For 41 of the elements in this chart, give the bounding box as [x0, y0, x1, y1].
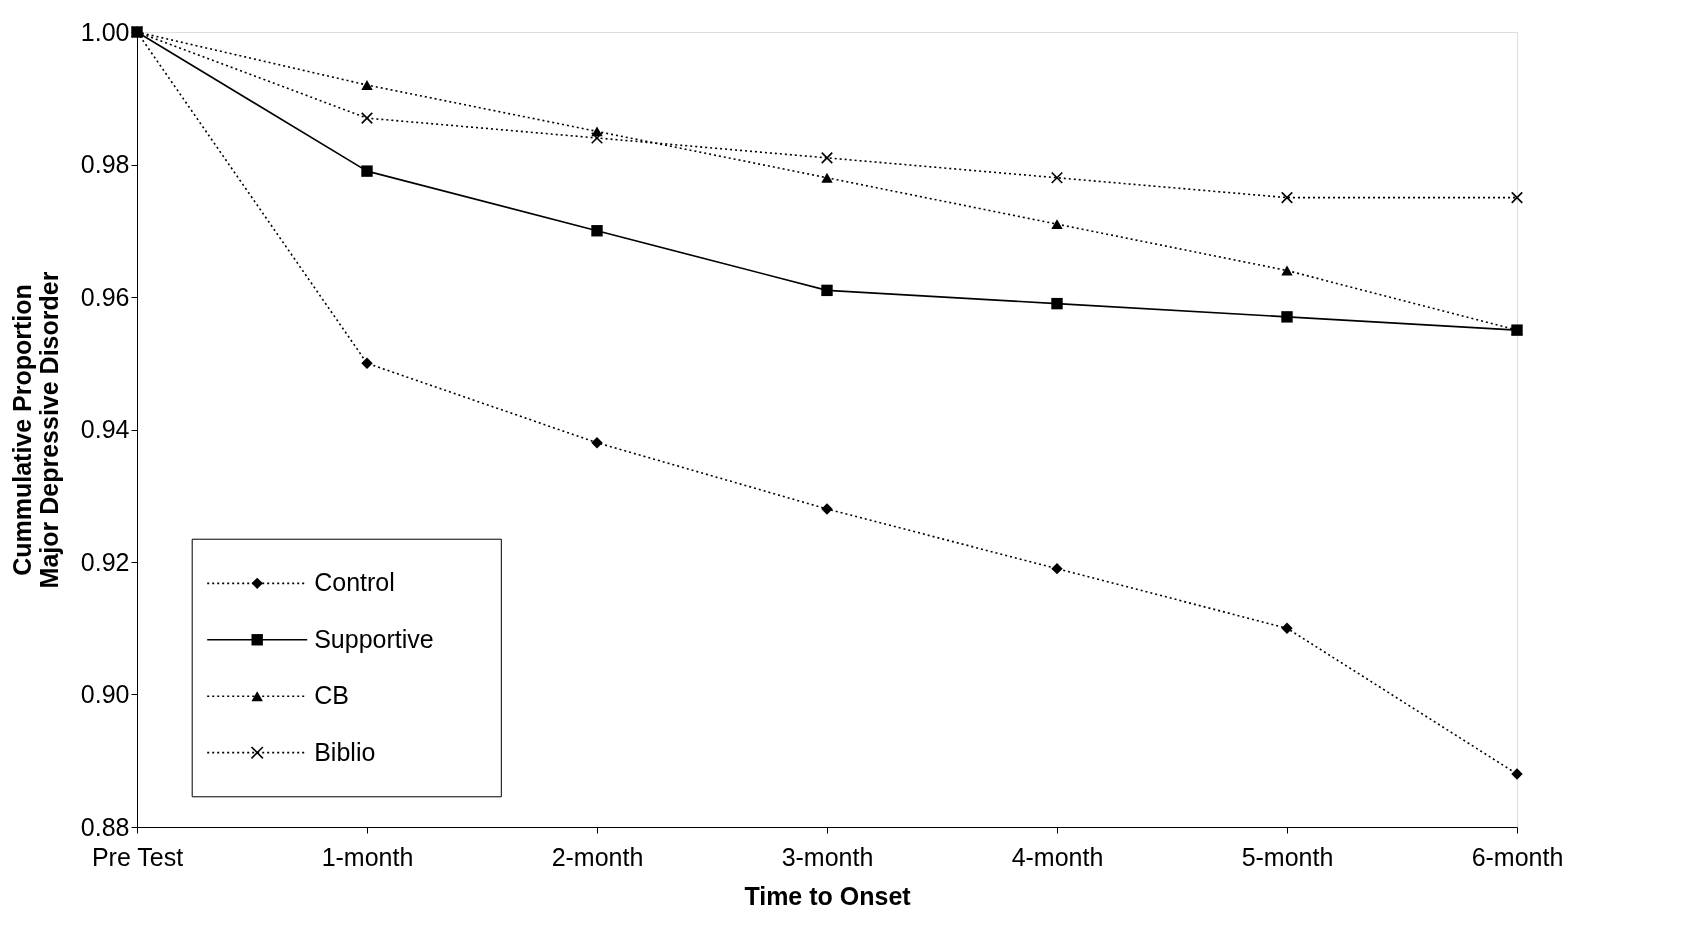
- point: [1281, 265, 1293, 276]
- x-tick-label: 5-month: [1241, 842, 1334, 871]
- y-tick-label: 0.96: [80, 282, 130, 311]
- y-tick-label: 1.00: [80, 17, 130, 46]
- point: [1281, 622, 1293, 634]
- point: [591, 225, 603, 237]
- point: [1051, 297, 1063, 310]
- point: [361, 357, 373, 369]
- point: [590, 131, 604, 145]
- legend-label: CB: [314, 681, 349, 710]
- y-tick-label: 0.90: [80, 680, 130, 708]
- x-tick-label: 2-month: [551, 842, 644, 871]
- legend-label: Control: [314, 568, 395, 597]
- point: [1280, 191, 1294, 204]
- point: [1050, 171, 1064, 184]
- point: [821, 503, 833, 515]
- point: [820, 151, 834, 164]
- point: [1051, 562, 1063, 575]
- point: [361, 80, 373, 90]
- y-axis-title: Cummulative Proportion Major Depressive Disorder: [7, 271, 63, 589]
- y-tick-label: 0.88: [80, 812, 130, 841]
- x-tick-label: Pre Test: [91, 842, 184, 871]
- point: [1510, 191, 1524, 204]
- y-tick-label: 0.98: [80, 150, 130, 178]
- point: [821, 172, 833, 183]
- x-tick-label: 6-month: [1471, 842, 1564, 871]
- x-axis-title: Time to Onset: [744, 881, 912, 910]
- point: [1511, 768, 1523, 780]
- point: [361, 165, 373, 177]
- legend-label: Biblio: [314, 737, 376, 766]
- point: [821, 284, 833, 297]
- point: [1281, 311, 1293, 323]
- point: [1051, 219, 1063, 230]
- x-tick-label: 4-month: [1011, 842, 1104, 871]
- legend-label: Supportive: [314, 624, 434, 653]
- x-tick-label: 3-month: [781, 842, 874, 871]
- point: [591, 437, 603, 449]
- y-tick-label: 0.92: [80, 547, 130, 576]
- point: [360, 112, 374, 125]
- x-tick-label: 1-month: [321, 842, 414, 871]
- y-tick-label: 0.94: [80, 415, 130, 443]
